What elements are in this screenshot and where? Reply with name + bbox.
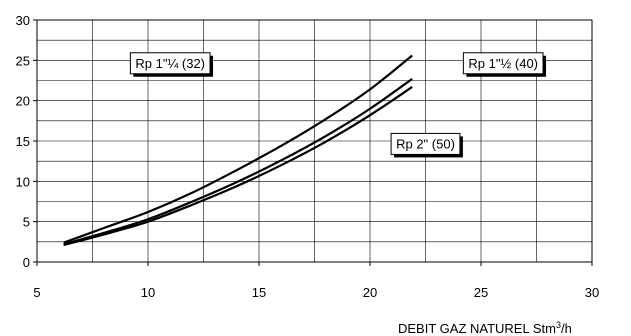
series-line-2 bbox=[63, 77, 413, 246]
series-lines bbox=[63, 54, 413, 247]
series-label-box bbox=[390, 132, 461, 155]
x-tick-label: 30 bbox=[585, 285, 599, 300]
series-label-1: Rp 1"¼ (32) bbox=[129, 52, 214, 77]
series-label-2: Rp 1"½ (40) bbox=[462, 52, 547, 77]
y-tick-label: 0 bbox=[23, 255, 30, 270]
series-line-3 bbox=[63, 86, 413, 247]
y-tick-label: 10 bbox=[16, 174, 30, 189]
x-tick-label: 10 bbox=[141, 285, 155, 300]
x-axis-title-sup: 3 bbox=[556, 320, 561, 330]
y-tick-label: 15 bbox=[16, 134, 30, 149]
y-tick-label: 25 bbox=[16, 53, 30, 68]
series-line-1 bbox=[63, 54, 413, 244]
series-label-box bbox=[129, 52, 211, 75]
x-axis-title-suffix: /h bbox=[561, 321, 572, 336]
series-label-box bbox=[462, 52, 544, 75]
x-tick-label: 5 bbox=[33, 285, 40, 300]
series-labels: Rp 1"¼ (32) Rp 1"½ (40) Rp 2" (50) bbox=[129, 52, 547, 158]
x-axis-title: DEBIT GAZ NATUREL Stm3/h bbox=[398, 320, 572, 336]
series-label-text: Rp 1"½ (40) bbox=[468, 56, 538, 71]
series-label-text: Rp 1"¼ (32) bbox=[135, 56, 205, 71]
series-label-3: Rp 2" (50) bbox=[390, 132, 463, 158]
y-tick-label: 5 bbox=[23, 215, 30, 230]
y-tick-label: 30 bbox=[16, 13, 30, 28]
y-tick-label: 20 bbox=[16, 94, 30, 109]
x-tick-label: 15 bbox=[252, 285, 266, 300]
series-label-text: Rp 2" (50) bbox=[396, 136, 455, 151]
x-tick-label: 25 bbox=[474, 285, 488, 300]
x-tick-label: 20 bbox=[363, 285, 377, 300]
x-axis-title-main: DEBIT GAZ NATUREL Stm bbox=[398, 321, 556, 336]
